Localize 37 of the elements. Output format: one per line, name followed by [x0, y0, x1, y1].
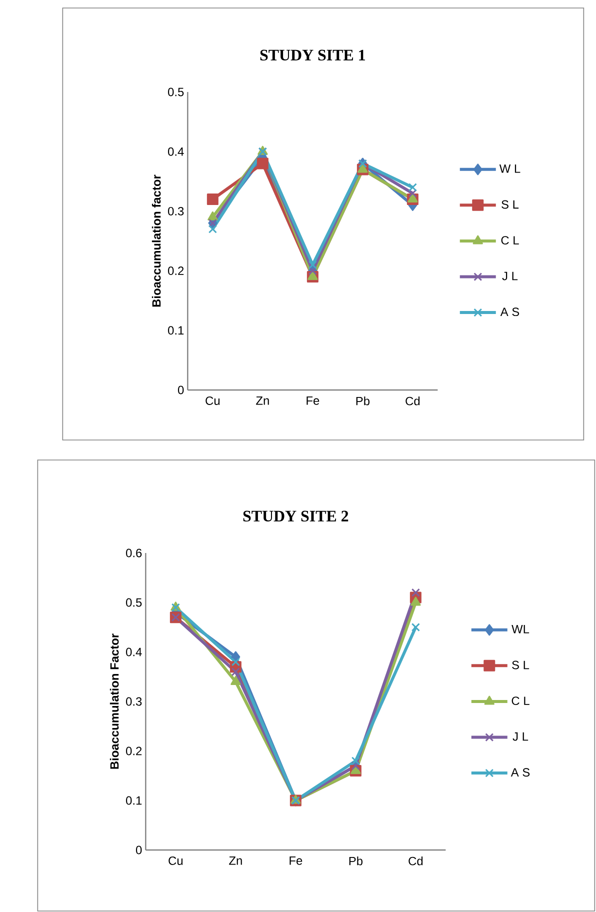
y-axis-title: Bioaccumulation Factor [110, 634, 119, 769]
legend-label: S L [502, 200, 519, 209]
x-tick-label: Zn [229, 856, 242, 865]
x-tick-label: Fe [290, 856, 302, 865]
legend-label: W L [500, 164, 520, 173]
y-tick-label: 0.6 [126, 548, 142, 558]
x-tick-label: Zn [256, 396, 270, 405]
legend-label: C L [501, 236, 520, 245]
x-tick-label: Fe [306, 396, 320, 405]
x-tick-label: Cu [206, 396, 220, 405]
y-tick-label: 0.3 [126, 697, 142, 706]
y-tick-label: 0.4 [168, 147, 184, 156]
y-tick-label: 0.2 [168, 266, 184, 276]
x-tick-label: Cd [408, 856, 423, 866]
y-tick-label: 0.2 [126, 746, 142, 756]
y-axis-title: Bioaccumulation factor [152, 174, 161, 307]
y-tick-label: 0.5 [168, 88, 184, 96]
legend-label: C L [512, 696, 530, 706]
legend-label: J L [502, 272, 518, 280]
legend-label: J L [512, 732, 528, 741]
x-tick-label: Pb [356, 396, 370, 406]
y-tick-label: 0.1 [168, 326, 184, 335]
legend-label: S L [512, 660, 530, 670]
legend-label: A S [500, 308, 520, 316]
chart-title: STUDY SITE 2 [244, 510, 348, 522]
y-tick-label: 0.1 [126, 796, 142, 805]
y-tick-label: 0.3 [168, 206, 184, 216]
y-tick-label: 0.4 [126, 648, 142, 656]
x-tick-label: Pb [350, 856, 363, 866]
legend-label: WL [512, 625, 530, 634]
y-tick-label: 0.5 [126, 598, 142, 607]
chart-title: STUDY SITE 1 [260, 50, 366, 60]
y-tick-label: 0 [178, 386, 184, 394]
x-tick-label: Cu [168, 856, 183, 865]
legend-label: A S [511, 768, 530, 777]
x-tick-label: Cd [406, 396, 420, 406]
y-tick-label: 0 [136, 846, 142, 854]
